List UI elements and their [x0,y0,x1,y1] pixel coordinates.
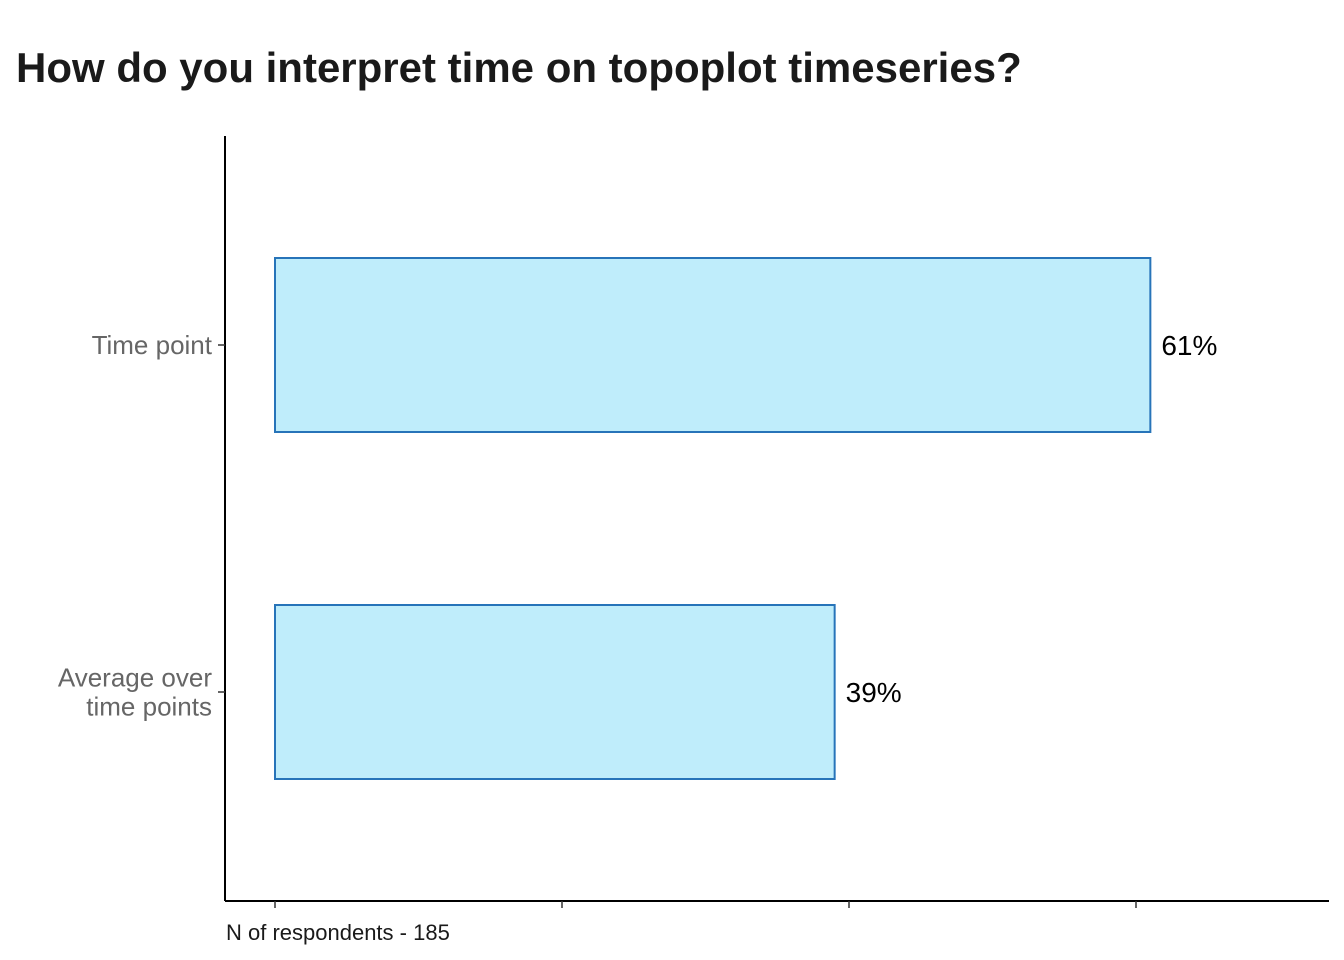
category-label-1: Average over time points [58,663,213,722]
bar-0 [274,257,1152,433]
value-label-1: 39% [846,677,902,708]
category-label-0: Time point [92,330,213,360]
value-label-0: 61% [1161,330,1217,361]
bar-1 [274,604,836,780]
chart-title: How do you interpret time on topoplot ti… [16,44,1022,91]
respondents-caption: N of respondents - 185 [226,920,450,945]
